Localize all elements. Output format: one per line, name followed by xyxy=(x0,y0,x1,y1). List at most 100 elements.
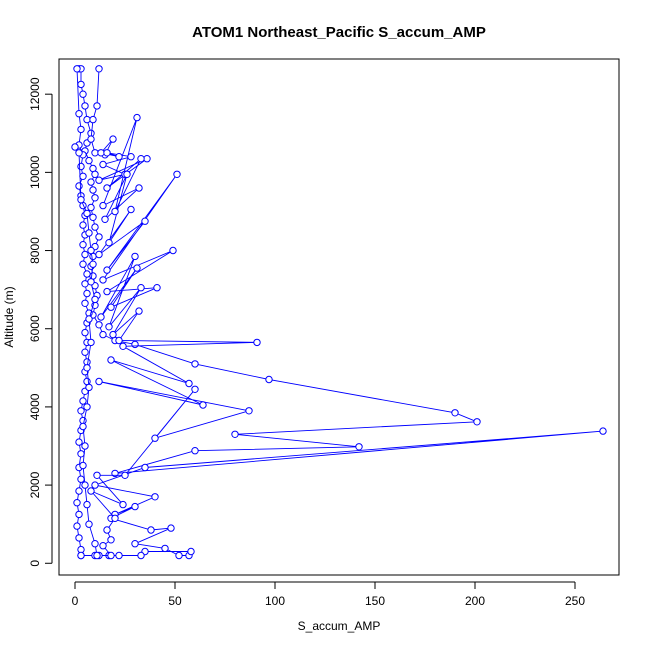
data-point xyxy=(473,418,481,426)
data-point xyxy=(87,203,95,212)
data-point xyxy=(81,348,89,356)
data-point xyxy=(191,447,199,455)
data-point xyxy=(95,377,103,386)
data-point xyxy=(75,534,83,542)
data-point xyxy=(141,217,149,225)
x-tick-label: 50 xyxy=(168,594,182,608)
data-point xyxy=(81,299,89,307)
data-point xyxy=(111,514,119,522)
data-point xyxy=(131,502,139,511)
plot-frame xyxy=(58,58,620,576)
data-point xyxy=(107,303,115,311)
data-point xyxy=(231,430,239,438)
y-tick-label: 4000 xyxy=(28,393,42,420)
x-tick-label: 250 xyxy=(565,594,585,608)
data-point xyxy=(137,551,145,560)
y-tick-label: 0 xyxy=(28,560,42,567)
data-point xyxy=(119,342,127,350)
data-point xyxy=(131,540,139,548)
data-point xyxy=(83,289,91,298)
data-point xyxy=(133,264,141,272)
data-point xyxy=(75,149,83,157)
data-point xyxy=(111,207,119,216)
data-point xyxy=(99,542,107,550)
data-point xyxy=(153,284,161,292)
data-point xyxy=(93,551,101,560)
data-point xyxy=(99,330,107,339)
data-point xyxy=(167,524,175,532)
data-point xyxy=(81,481,89,489)
data-point xyxy=(119,500,127,509)
data-point xyxy=(77,80,85,89)
data-point xyxy=(135,307,143,315)
data-point xyxy=(187,547,195,556)
data-point xyxy=(77,475,85,483)
data-point xyxy=(245,407,253,415)
data-point xyxy=(79,90,87,98)
data-point xyxy=(87,278,95,286)
data-point xyxy=(91,223,99,231)
data-point xyxy=(83,115,91,124)
data-point xyxy=(83,209,91,218)
data-point xyxy=(87,135,95,143)
data-point xyxy=(71,143,79,151)
data-point xyxy=(451,409,459,417)
data-point xyxy=(133,113,141,122)
data-point xyxy=(103,184,111,192)
data-point xyxy=(99,201,107,210)
x-tick-label: 100 xyxy=(265,594,285,608)
data-point xyxy=(143,155,151,163)
data-point xyxy=(151,493,159,501)
data-point xyxy=(85,383,93,392)
data-point xyxy=(131,340,139,349)
x-axis-label: S_accum_AMP xyxy=(298,619,381,633)
data-point xyxy=(89,213,97,222)
data-point xyxy=(77,125,85,134)
data-point xyxy=(175,551,183,560)
data-point xyxy=(79,260,87,268)
data-point xyxy=(79,422,87,431)
data-point xyxy=(91,295,99,304)
data-point xyxy=(87,246,95,255)
data-point xyxy=(75,110,83,118)
data-point xyxy=(127,205,135,214)
data-point xyxy=(109,135,117,143)
data-point xyxy=(91,170,99,179)
data-point xyxy=(89,186,97,194)
data-point xyxy=(87,338,95,347)
data-point xyxy=(95,321,103,329)
data-point xyxy=(81,328,89,337)
data-point xyxy=(599,427,607,435)
series-layer xyxy=(71,65,607,560)
data-point xyxy=(81,250,89,259)
data-point xyxy=(191,385,199,393)
data-point xyxy=(85,156,93,165)
data-point xyxy=(93,102,101,110)
data-point xyxy=(253,338,261,347)
y-axis-label: Altitude (m) xyxy=(2,286,16,347)
data-point xyxy=(79,241,87,249)
x-tick-label: 200 xyxy=(465,594,485,608)
data-point xyxy=(95,65,103,73)
data-point xyxy=(137,155,145,163)
data-point xyxy=(147,526,155,534)
y-tick-label: 8000 xyxy=(28,237,42,264)
y-tick-label: 10000 xyxy=(28,155,42,189)
data-point xyxy=(89,115,97,124)
data-point xyxy=(95,233,103,241)
data-point xyxy=(73,65,81,73)
data-point xyxy=(109,330,117,339)
data-point xyxy=(103,266,111,274)
data-point xyxy=(85,229,93,237)
data-point xyxy=(89,260,97,268)
data-point xyxy=(87,487,95,495)
data-point xyxy=(91,540,99,548)
data-point xyxy=(107,356,115,364)
data-point xyxy=(95,176,103,184)
data-point xyxy=(73,522,81,530)
data-point xyxy=(103,149,111,157)
data-point xyxy=(91,149,99,157)
data-point xyxy=(75,438,83,446)
data-point xyxy=(81,102,89,110)
data-point xyxy=(99,160,107,169)
